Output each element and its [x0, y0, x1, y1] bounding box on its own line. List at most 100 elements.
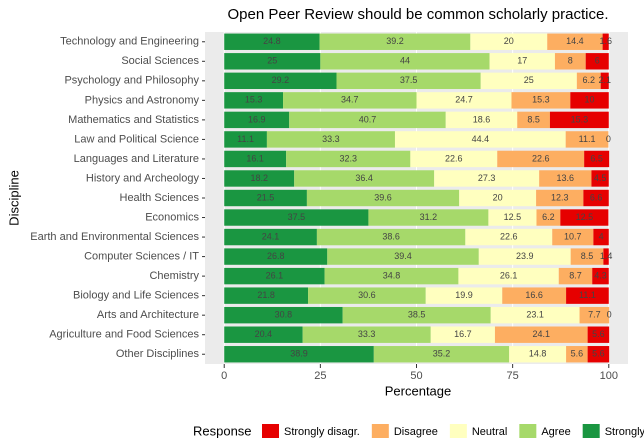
- x-axis-title: Percentage: [385, 383, 452, 398]
- bar-segment: [425, 287, 503, 304]
- bar-segment: [394, 131, 566, 148]
- value-label: 1.6: [599, 36, 612, 46]
- y-tick-label: Earth and Environmental Sciences: [30, 231, 199, 243]
- value-label: 8.7: [569, 270, 582, 280]
- legend-title: Response: [193, 423, 252, 438]
- value-label: 32.3: [339, 153, 357, 163]
- value-label: 19.9: [455, 290, 473, 300]
- bar-segment: [593, 228, 609, 246]
- bar-segment: [289, 111, 446, 129]
- value-label: 24.1: [262, 231, 280, 241]
- value-label: 33.3: [322, 134, 340, 144]
- value-label: 1.4: [600, 251, 613, 261]
- legend-swatch: [371, 424, 389, 440]
- bar-segment: [224, 111, 290, 129]
- value-label: 26.1: [266, 270, 284, 280]
- value-label: 6.5: [590, 153, 603, 163]
- value-label: 44.4: [472, 134, 490, 144]
- value-label: 37.5: [400, 75, 418, 85]
- value-label: 16.1: [246, 153, 264, 163]
- value-label: 14.4: [566, 36, 584, 46]
- y-tick-label: Languages and Literature: [74, 153, 199, 165]
- value-label: 24.7: [455, 95, 473, 105]
- value-label: 15.3: [245, 95, 263, 105]
- value-label: 11.1: [579, 290, 596, 300]
- value-label: 20.4: [255, 329, 273, 339]
- value-label: 16.9: [248, 114, 266, 124]
- legend-label: Disagree: [394, 426, 438, 438]
- value-label: 21.5: [257, 192, 275, 202]
- value-label: 21.8: [257, 290, 275, 300]
- legend-swatch: [449, 424, 467, 440]
- value-label: 8.5: [581, 251, 594, 261]
- value-label: 40.7: [359, 114, 377, 124]
- y-tick-label: Agriculture and Food Sciences: [49, 329, 199, 341]
- bar-segment: [224, 326, 303, 343]
- value-label: 31.2: [420, 212, 438, 222]
- bar-segment: [602, 33, 609, 50]
- value-label: 8: [568, 56, 573, 66]
- value-label: 4.5: [594, 173, 607, 183]
- value-label: 12.5: [576, 212, 594, 222]
- bar-segment: [368, 209, 489, 226]
- value-label: 25: [524, 75, 534, 85]
- bar-segment: [565, 131, 609, 148]
- value-label: 33.3: [358, 329, 376, 339]
- bar-segment: [600, 72, 609, 90]
- bar-segment: [224, 267, 325, 285]
- value-label: 16.6: [525, 290, 543, 300]
- value-label: 35.2: [433, 349, 451, 359]
- bar-segment: [319, 33, 471, 50]
- value-label: 16.7: [454, 329, 472, 339]
- value-label: 38.9: [290, 349, 308, 359]
- bar-segment: [576, 72, 601, 90]
- bar-segment: [584, 150, 610, 168]
- value-label: 27.3: [478, 173, 496, 183]
- value-label: 38.6: [382, 231, 400, 241]
- bar-segment: [224, 287, 309, 304]
- value-label: 29.2: [272, 75, 290, 85]
- bar-segment: [224, 189, 307, 207]
- bar-segment: [459, 189, 537, 207]
- value-label: 24.1: [533, 329, 551, 339]
- y-tick-label: Physics and Astronomy: [85, 94, 200, 106]
- bar-segment: [224, 209, 369, 226]
- y-tick-label: Psychology and Philosophy: [64, 75, 199, 87]
- bar-segment: [342, 306, 491, 324]
- y-tick-label: History and Archeology: [86, 172, 200, 184]
- bar-segment: [266, 131, 395, 148]
- bar-segment: [224, 228, 317, 246]
- value-label: 6: [595, 56, 600, 66]
- bar-segment: [430, 326, 495, 343]
- legend-swatch: [262, 424, 279, 440]
- bar-segment: [308, 287, 426, 304]
- bar-segment: [558, 267, 593, 285]
- value-label: 34.8: [383, 270, 401, 280]
- chart-title: Open Peer Review should be common schola…: [227, 6, 608, 23]
- bar-segment: [302, 326, 431, 343]
- value-label: 15.3: [532, 95, 550, 105]
- value-label: 0: [606, 134, 611, 144]
- bar-segment: [547, 33, 603, 50]
- bar-segment: [283, 92, 417, 109]
- value-label: 10.7: [564, 231, 582, 241]
- value-label: 4: [599, 231, 604, 241]
- y-tick-label: Technology and Engineering: [60, 36, 199, 48]
- y-tick-label: Biology and Life Sciences: [73, 290, 199, 302]
- y-tick-label: Mathematics and Statistics: [68, 114, 199, 126]
- bar-segment: [320, 53, 490, 70]
- value-label: 0: [607, 310, 612, 320]
- value-label: 13.6: [557, 173, 575, 183]
- value-label: 6.2: [542, 212, 555, 222]
- bar-segment: [286, 150, 411, 168]
- bar-segment: [458, 267, 559, 285]
- bar-segment: [224, 248, 328, 265]
- legend-label: Strongly disagr.: [284, 426, 360, 438]
- value-label: 6.2: [583, 75, 596, 85]
- y-tick-label: Economics: [145, 211, 199, 223]
- bar-segment: [224, 346, 374, 363]
- y-tick-label: Chemistry: [149, 270, 199, 282]
- x-tick-label: 0: [221, 370, 227, 382]
- y-tick-label: Computer Sciences / IT: [84, 250, 199, 262]
- value-label: 25: [267, 56, 277, 66]
